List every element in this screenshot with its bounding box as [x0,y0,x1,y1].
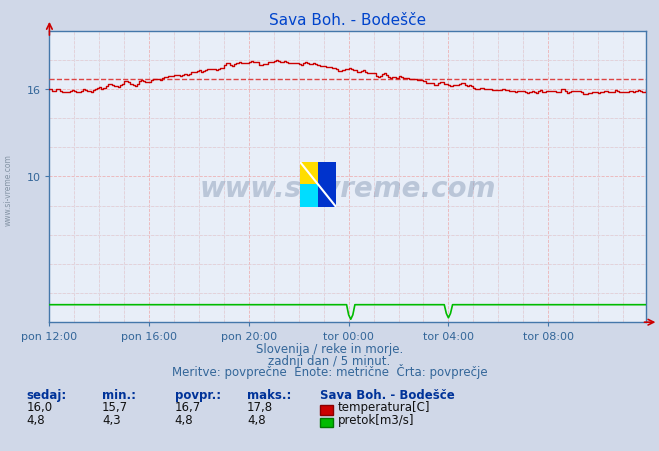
Text: povpr.:: povpr.: [175,388,221,401]
Bar [300,185,318,207]
Bar [300,162,318,185]
Text: zadnji dan / 5 minut.: zadnji dan / 5 minut. [268,354,391,367]
Text: 15,7: 15,7 [102,400,129,414]
Text: 4,8: 4,8 [247,413,266,426]
Text: Meritve: povprečne  Enote: metrične  Črta: povprečje: Meritve: povprečne Enote: metrične Črta:… [172,363,487,378]
Text: 16,7: 16,7 [175,400,201,414]
Text: sedaj:: sedaj: [26,388,67,401]
Text: 16,0: 16,0 [26,400,53,414]
Text: maks.:: maks.: [247,388,291,401]
Text: www.si-vreme.com: www.si-vreme.com [3,153,13,226]
Title: Sava Boh. - Bodešče: Sava Boh. - Bodešče [269,13,426,28]
Text: 4,3: 4,3 [102,413,121,426]
Text: pretok[m3/s]: pretok[m3/s] [338,413,415,426]
Text: min.:: min.: [102,388,136,401]
Text: Sava Boh. - Bodešče: Sava Boh. - Bodešče [320,388,454,401]
Text: 4,8: 4,8 [26,413,45,426]
Text: www.si-vreme.com: www.si-vreme.com [200,175,496,202]
Bar [318,162,336,207]
Text: 17,8: 17,8 [247,400,273,414]
Text: temperatura[C]: temperatura[C] [338,400,430,414]
Text: Slovenija / reke in morje.: Slovenija / reke in morje. [256,343,403,356]
Text: 4,8: 4,8 [175,413,193,426]
